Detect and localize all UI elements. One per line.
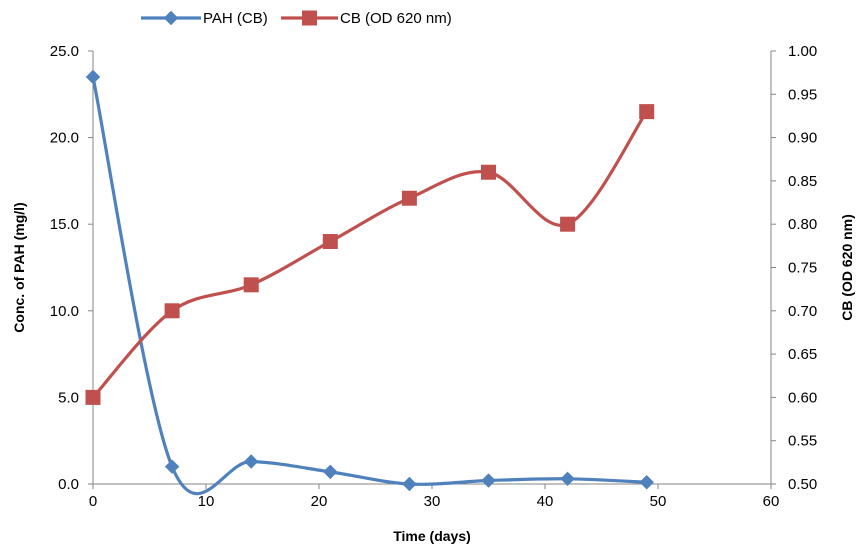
data-point (164, 303, 180, 319)
data-point (243, 454, 259, 469)
y2-tick-label: 0.70 (788, 303, 817, 320)
y2-tick-label: 0.75 (788, 260, 817, 277)
legend-marker (163, 10, 179, 26)
axes: 0 10 20 30 40 50 60 0.0 5.0 10.0 15.0 20.0 25.0 0.50 0… (50, 43, 817, 510)
data-point (639, 104, 655, 120)
x-tick-label: 50 (650, 493, 667, 510)
y-axis-title: Conc. of PAH (mg/l) (11, 202, 27, 332)
y2-tick-label: 0.90 (788, 130, 817, 147)
series-line (91, 76, 647, 496)
series-1 (85, 104, 655, 405)
data-point (85, 389, 101, 405)
x-tick-label: 30 (424, 493, 441, 510)
y2-axis-title: CB (OD 620 nm) (839, 214, 855, 321)
y2-tick-label: 0.80 (788, 216, 817, 233)
y2-tick-label: 1.00 (788, 43, 817, 60)
legend-label: CB (OD 620 nm) (340, 10, 452, 27)
y2-tick-label: 0.95 (788, 86, 817, 103)
data-point (243, 277, 259, 293)
y-tick-label: 10.0 (50, 303, 79, 320)
y2-tick-label: 0.60 (788, 389, 817, 406)
series-line (91, 110, 649, 399)
data-point (323, 464, 338, 480)
data-point (401, 190, 417, 206)
data-point (85, 69, 101, 85)
y2-tick-label: 0.85 (788, 173, 817, 190)
series-layer (85, 69, 655, 496)
data-point (164, 459, 180, 474)
data-point (481, 473, 496, 488)
x-tick-label: 60 (763, 493, 780, 510)
legend-marker (302, 10, 317, 26)
y-tick-label: 20.0 (50, 130, 79, 147)
data-point (402, 476, 417, 492)
data-point (560, 471, 575, 487)
y-tick-label: 5.0 (58, 389, 79, 406)
x-tick-label: 40 (537, 493, 554, 510)
data-point (639, 475, 654, 490)
series-0 (85, 69, 654, 496)
y-tick-label: 0.0 (58, 476, 79, 493)
x-tick-label: 0 (89, 493, 97, 510)
legend-label: PAH (CB) (203, 10, 268, 27)
data-point (481, 164, 496, 180)
x-axis-title: Time (days) (393, 528, 471, 544)
legend: PAH (CB) CB (OD 620 nm) (141, 10, 452, 27)
data-point (560, 216, 576, 232)
y-tick-label: 25.0 (50, 43, 79, 60)
y2-tick-label: 0.55 (788, 433, 817, 450)
y2-tick-label: 0.50 (788, 476, 817, 493)
x-tick-label: 10 (198, 493, 215, 510)
y2-tick-label: 0.65 (788, 346, 817, 363)
x-tick-label: 20 (311, 493, 328, 510)
data-point (322, 234, 338, 250)
y-tick-label: 15.0 (50, 216, 79, 233)
